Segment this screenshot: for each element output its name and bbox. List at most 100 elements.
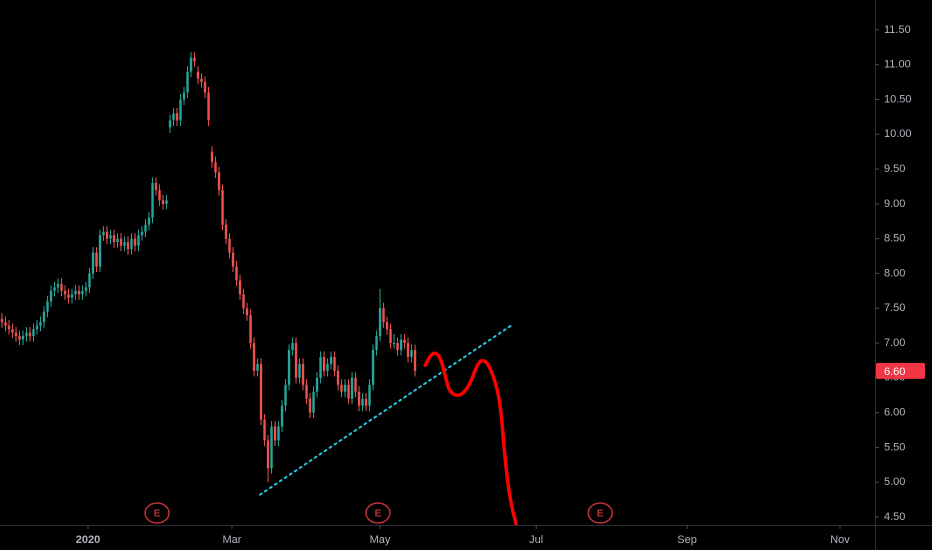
- x-tick-label: May: [370, 534, 391, 546]
- last-price-label: 6.60: [884, 366, 905, 378]
- candle-body: [116, 238, 119, 243]
- candle-body: [336, 370, 340, 385]
- candle-body: [109, 235, 112, 239]
- candle-body: [112, 235, 116, 243]
- candle-body: [382, 308, 385, 323]
- candle-body: [266, 440, 270, 469]
- candle-body: [144, 224, 147, 232]
- event-label: E: [597, 509, 604, 520]
- candle-body: [305, 384, 308, 399]
- candle-body: [0, 318, 4, 323]
- candle-body: [186, 71, 189, 93]
- y-tick-label: 5.00: [884, 476, 905, 488]
- candle-body: [308, 398, 312, 413]
- y-tick-label: 4.50: [884, 511, 905, 523]
- event-marker: [144, 502, 170, 524]
- plot-area: [0, 52, 518, 525]
- candle-body: [385, 322, 389, 330]
- candle-body: [343, 384, 347, 392]
- candle-body: [133, 238, 137, 246]
- candle-body: [357, 391, 361, 406]
- candle-body: [18, 336, 21, 340]
- candle-body: [326, 363, 329, 371]
- y-tick-label: 7.50: [884, 302, 905, 314]
- candle-body: [259, 363, 263, 420]
- axes: 4.505.005.506.006.507.007.508.008.509.00…: [76, 24, 925, 546]
- candle-body: [364, 398, 368, 406]
- last-price-tag: [876, 362, 925, 379]
- candle-body: [410, 350, 413, 357]
- candle-body: [56, 283, 60, 288]
- candle-body: [130, 238, 133, 250]
- x-tick-label: 2020: [76, 534, 100, 546]
- candle-body: [392, 343, 396, 345]
- x-tick-label: Mar: [222, 534, 241, 546]
- candle-body: [60, 283, 63, 291]
- y-tick-label: 11.00: [884, 59, 911, 71]
- x-tick-label: Jul: [529, 534, 543, 546]
- candle-body: [284, 384, 287, 406]
- candle-body: [98, 235, 102, 267]
- event-label: E: [375, 509, 382, 520]
- candle-body: [217, 172, 221, 190]
- candle-body: [361, 398, 364, 406]
- candle-body: [42, 311, 46, 323]
- candle-body: [182, 92, 186, 100]
- candle-body: [35, 325, 39, 330]
- candle-body: [151, 183, 154, 218]
- candle-body: [147, 217, 151, 225]
- y-tick-label: 10.50: [884, 93, 912, 105]
- candle-body: [88, 273, 91, 288]
- candle-body: [158, 189, 161, 201]
- trendline: [258, 323, 514, 496]
- candle-body: [200, 78, 203, 83]
- candle-body: [53, 287, 56, 291]
- candle-body: [221, 189, 224, 225]
- candle-body: [298, 363, 301, 378]
- candle-body: [389, 329, 392, 344]
- candle-body: [329, 356, 333, 364]
- candle-body: [49, 290, 53, 302]
- candle-body: [11, 329, 14, 333]
- candle-body: [28, 332, 32, 337]
- candle-body: [291, 343, 294, 350]
- event-label: E: [154, 509, 161, 520]
- y-tick-label: 8.50: [884, 233, 905, 245]
- candle-body: [203, 82, 207, 93]
- candle-body: [224, 224, 228, 239]
- y-tick-label: 9.50: [884, 163, 905, 175]
- y-tick-label: 11.50: [884, 24, 911, 36]
- candle-body: [32, 329, 35, 337]
- y-tick-label: 10.00: [884, 128, 912, 140]
- candle-body: [165, 200, 168, 204]
- candle-body: [396, 343, 399, 350]
- candle-body: [70, 294, 74, 298]
- candle-body: [403, 339, 406, 344]
- candle-body: [214, 162, 217, 173]
- candle-body: [371, 350, 375, 385]
- candle-body: [123, 242, 126, 246]
- candle-body: [333, 356, 336, 371]
- y-tick-label: 7.00: [884, 337, 905, 349]
- candle-body: [63, 290, 67, 295]
- candle-body: [368, 384, 371, 406]
- candle-body: [168, 120, 172, 128]
- candle-body: [4, 322, 7, 326]
- event-marker: [365, 502, 391, 524]
- candle-body: [249, 315, 252, 344]
- candle-body: [322, 356, 326, 371]
- candle-body: [161, 200, 165, 204]
- candle-body: [154, 183, 158, 190]
- y-tick-label: 6.00: [884, 407, 905, 419]
- candle-body: [67, 294, 70, 298]
- x-tick-label: Nov: [830, 534, 850, 546]
- candle-body: [119, 238, 123, 246]
- candle-body: [39, 322, 42, 326]
- candle-body: [126, 242, 130, 250]
- candle-body: [179, 99, 182, 121]
- candle-body: [238, 280, 242, 295]
- candle-body: [77, 290, 81, 295]
